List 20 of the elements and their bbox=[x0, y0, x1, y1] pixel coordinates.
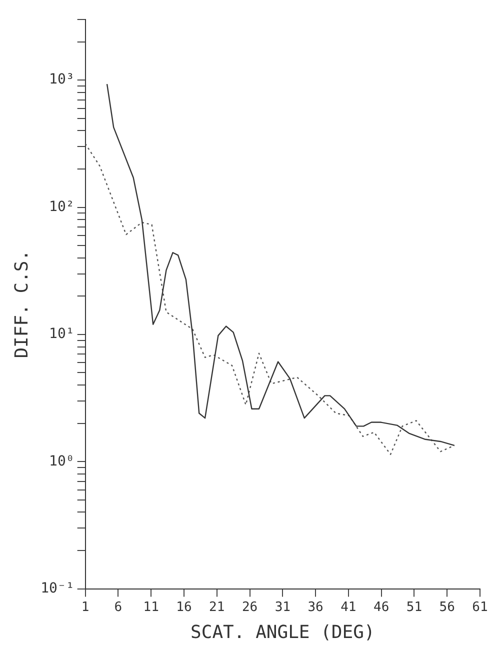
y-tick-label: 10³ bbox=[49, 72, 74, 88]
y-axis-title: DIFF. C.S. bbox=[11, 250, 32, 358]
x-tick-label: 51 bbox=[406, 600, 422, 615]
x-tick-label: 6 bbox=[114, 600, 122, 615]
x-tick-label: 16 bbox=[176, 600, 192, 615]
x-tick-label: 11 bbox=[143, 600, 159, 615]
x-axis-title: SCAT. ANGLE (DEG) bbox=[190, 622, 375, 643]
x-tick-label: 31 bbox=[274, 600, 290, 615]
x-tick-label: 36 bbox=[308, 600, 324, 615]
x-tick-label: 1 bbox=[81, 600, 90, 615]
x-tick-label: 26 bbox=[242, 600, 258, 615]
y-tick-label: 10⁻¹ bbox=[40, 580, 74, 596]
x-tick-label: 46 bbox=[374, 600, 390, 615]
x-tick-label: 21 bbox=[209, 600, 225, 615]
x-tick-label: 61 bbox=[472, 600, 488, 615]
x-tick-label: 41 bbox=[340, 600, 356, 615]
y-tick-label: 10⁰ bbox=[49, 453, 74, 470]
y-tick-label: 10¹ bbox=[49, 326, 74, 342]
x-tick-label: 56 bbox=[439, 600, 455, 615]
y-tick-label: 10² bbox=[49, 198, 74, 215]
